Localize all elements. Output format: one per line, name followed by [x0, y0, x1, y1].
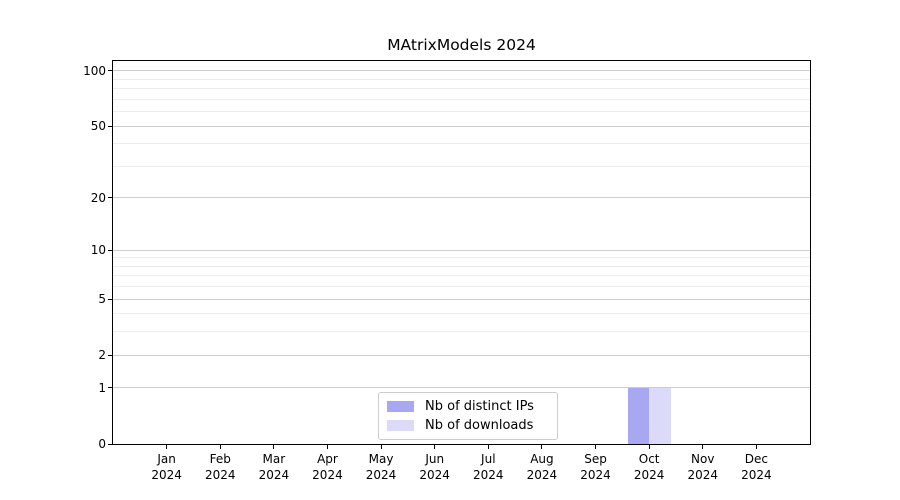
x-tick-label: Dec 2024 — [726, 452, 786, 483]
y-tick-mark — [108, 197, 112, 199]
gridline-minor — [113, 143, 810, 145]
legend-label-distinct-ips: Nb of distinct IPs — [425, 399, 534, 414]
legend-swatch-downloads — [387, 420, 414, 431]
x-tick-year: 2024 — [526, 467, 558, 482]
gridline-minor — [113, 78, 810, 80]
x-tick-month: Apr — [317, 452, 338, 466]
x-tick-month: Jan — [157, 452, 176, 466]
y-tick-label: 2 — [98, 348, 106, 363]
x-tick-year: 2024 — [580, 467, 611, 482]
gridline-major — [113, 354, 810, 356]
x-tick-mark — [380, 445, 382, 449]
x-tick-label: Jun 2024 — [405, 452, 465, 483]
x-tick-mark — [648, 445, 650, 449]
y-tick-mark — [108, 249, 112, 251]
x-tick-label: Nov 2024 — [673, 452, 733, 483]
x-tick-mark — [434, 445, 436, 449]
x-tick-label: Sep 2024 — [566, 452, 626, 483]
x-tick-mark — [166, 445, 168, 449]
x-tick-label: Apr 2024 — [297, 452, 357, 483]
x-tick-label: Jan 2024 — [137, 452, 197, 483]
x-tick-label: Feb 2024 — [190, 452, 250, 483]
x-tick-mark — [487, 445, 489, 449]
x-tick-month: Feb — [209, 452, 231, 466]
bar-oct-downloads — [649, 387, 671, 444]
legend-item-distinct-ips: Nb of distinct IPs — [387, 398, 550, 415]
x-tick-month: Mar — [262, 452, 286, 466]
x-tick-year: 2024 — [258, 467, 290, 482]
gridline-major — [113, 197, 810, 199]
x-tick-label: Jul 2024 — [458, 452, 518, 483]
y-tick-mark — [108, 125, 112, 127]
gridline-major — [113, 249, 810, 251]
gridline-minor — [113, 275, 810, 277]
x-tick-mark — [326, 445, 328, 449]
x-tick-month: Oct — [638, 452, 660, 466]
y-tick-label: 20 — [90, 190, 106, 205]
x-tick-mark — [273, 445, 275, 449]
gridline-minor — [113, 257, 810, 259]
x-tick-year: 2024 — [741, 467, 772, 482]
x-tick-year: 2024 — [312, 467, 343, 482]
y-tick-mark — [108, 443, 112, 445]
y-tick-mark — [108, 298, 112, 300]
gridline-major — [113, 387, 810, 389]
legend-label-downloads: Nb of downloads — [425, 418, 534, 433]
y-tick-mark — [108, 387, 112, 389]
gridline-minor — [113, 286, 810, 288]
legend-swatch-distinct-ips — [387, 401, 414, 412]
x-tick-year: 2024 — [633, 467, 665, 482]
x-tick-month: Dec — [744, 452, 768, 466]
x-tick-label: Oct 2024 — [619, 452, 679, 483]
chart-title: MAtrixModels 2024 — [387, 36, 536, 54]
x-tick-month: Aug — [530, 452, 554, 466]
y-tick-label: 100 — [83, 63, 106, 78]
gridline-minor — [113, 265, 810, 267]
gridline-major — [113, 70, 810, 72]
x-tick-mark — [755, 445, 757, 449]
x-tick-mark — [595, 445, 597, 449]
gridline-major — [113, 125, 810, 127]
x-tick-month: Jul — [481, 452, 496, 466]
y-tick-label: 1 — [98, 380, 106, 395]
x-tick-mark — [219, 445, 221, 449]
y-tick-label: 10 — [90, 243, 106, 258]
y-tick-label: 50 — [90, 119, 106, 134]
gridline-minor — [113, 313, 810, 315]
legend-item-downloads: Nb of downloads — [387, 417, 550, 434]
x-tick-mark — [702, 445, 704, 449]
gridline-minor — [113, 98, 810, 100]
x-tick-year: 2024 — [151, 467, 182, 482]
y-tick-mark — [108, 354, 112, 356]
plot-area: 0 1 2 5 10 20 50 100 Jan 2024 Feb 2024 Mar 2024 Apr 20… — [83, 60, 811, 482]
y-tick-label: 0 — [98, 437, 106, 451]
x-tick-year: 2024 — [419, 467, 450, 482]
x-tick-label: Aug 2024 — [512, 452, 572, 483]
x-tick-label: May 2024 — [351, 452, 411, 483]
x-tick-year: 2024 — [365, 467, 397, 482]
x-tick-month: Jun — [425, 452, 445, 466]
x-tick-label: Mar 2024 — [244, 452, 304, 483]
x-tick-year: 2024 — [687, 467, 719, 482]
x-tick-mark — [541, 445, 543, 449]
x-tick-month: May — [368, 452, 394, 466]
x-tick-month: Sep — [584, 452, 607, 466]
gridline-minor — [113, 331, 810, 333]
y-tick-mark — [108, 70, 112, 72]
x-tick-year: 2024 — [204, 467, 236, 482]
bar-oct-distinct-ips — [627, 387, 650, 444]
gridline-minor — [113, 111, 810, 113]
x-tick-year: 2024 — [473, 467, 504, 482]
y-tick-label: 5 — [98, 292, 106, 307]
gridline-minor — [113, 165, 810, 167]
legend: Nb of distinct IPs Nb of downloads — [378, 392, 558, 440]
x-tick-month: Nov — [691, 452, 715, 466]
gridline-minor — [113, 88, 810, 90]
gridline-major — [113, 298, 810, 300]
